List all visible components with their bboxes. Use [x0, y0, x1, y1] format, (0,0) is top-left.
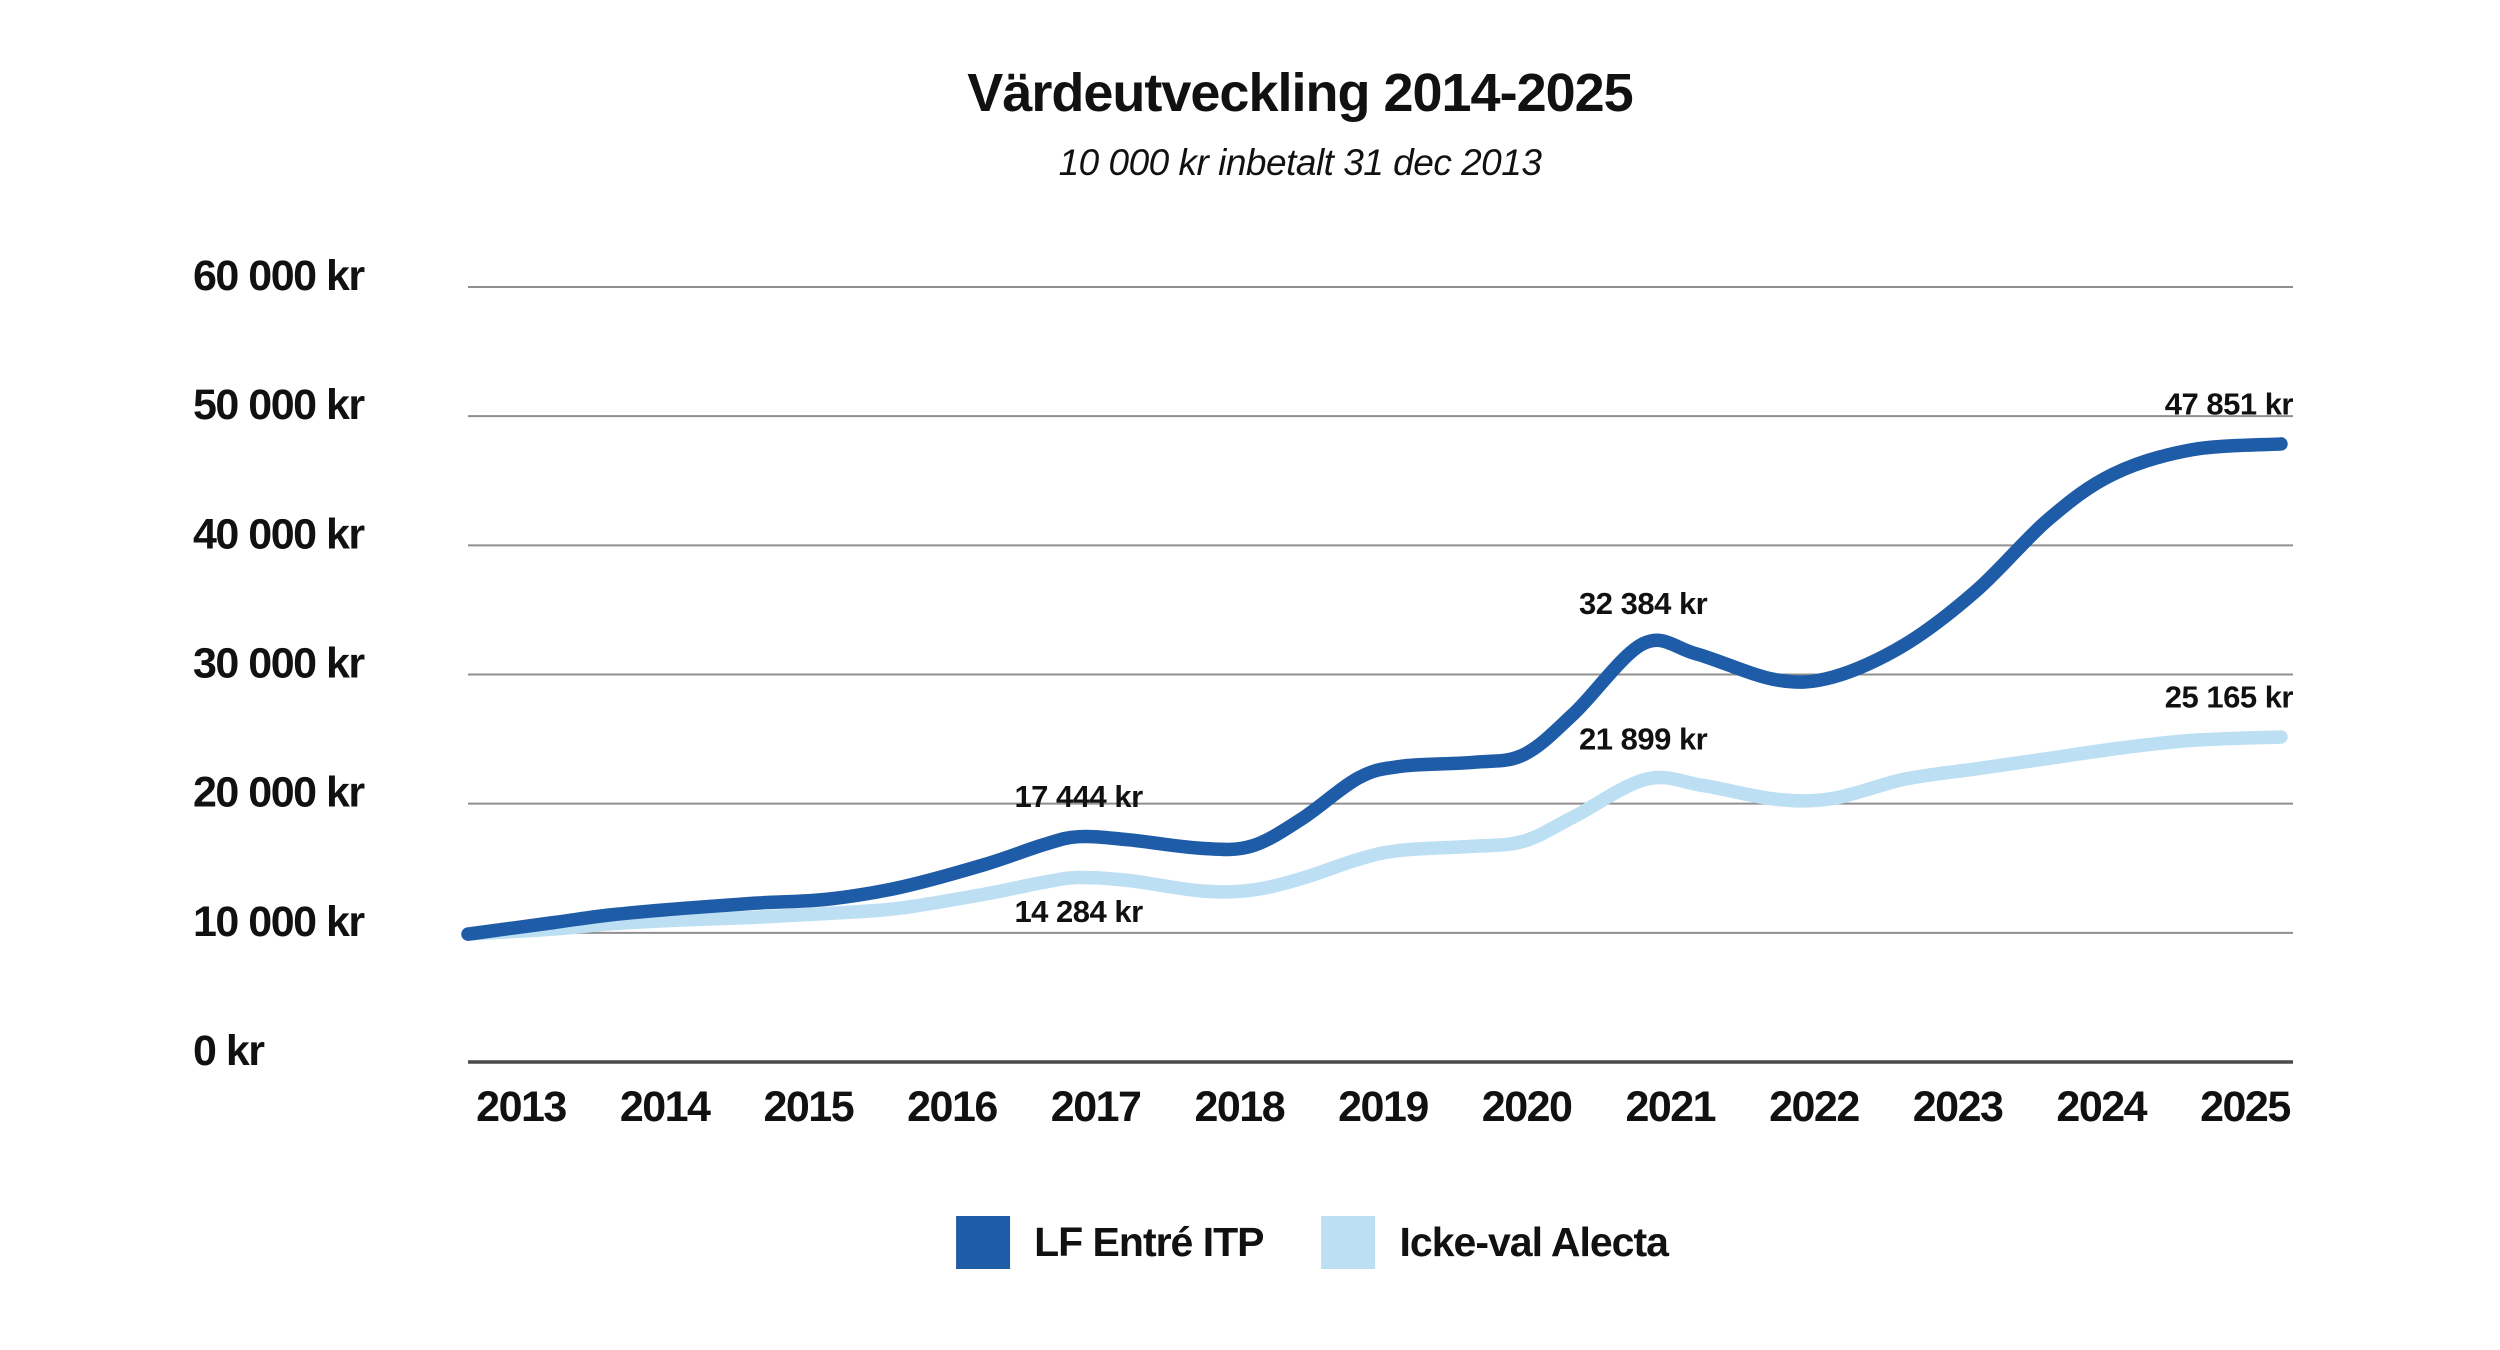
chart-subtitle: 10 000 kr inbetalt 31 dec 2013	[1058, 142, 1542, 183]
series-line-icke-val-alecta	[461, 730, 2288, 941]
y-tick-label: 10 000 kr	[193, 898, 365, 946]
x-tick-label: 2013	[476, 1083, 566, 1131]
series-line-lf-entre-itp	[461, 437, 2288, 941]
x-tick-label: 2018	[1194, 1083, 1284, 1131]
y-tick-label: 30 000 kr	[193, 640, 365, 688]
x-tick-label: 2023	[1913, 1083, 2003, 1131]
data-label: 21 899 kr	[1579, 722, 1708, 757]
x-tick-label: 2014	[620, 1083, 711, 1131]
x-tick-label: 2019	[1338, 1083, 1428, 1131]
data-label: 14 284 kr	[1014, 894, 1143, 929]
data-label: 32 384 kr	[1579, 586, 1708, 621]
legend-swatch-lf-entre-itp-icon	[956, 1216, 1011, 1269]
x-tick-label: 2016	[907, 1083, 997, 1131]
y-tick-label: 60 000 kr	[193, 252, 365, 300]
x-tick-label: 2022	[1769, 1083, 1859, 1131]
legend-item-lf-entre-itp: LF Entré ITP	[956, 1216, 1265, 1269]
y-tick-label: 40 000 kr	[193, 510, 365, 558]
data-label: 47 851 kr	[2165, 386, 2294, 421]
y-tick-label: 50 000 kr	[193, 381, 365, 429]
chart-title: Värdeutveckling 2014-2025	[967, 63, 1633, 123]
legend: LF Entré ITP Icke-val Alecta	[956, 1216, 1669, 1269]
x-tick-label: 2021	[1625, 1083, 1715, 1131]
data-label: 25 165 kr	[2165, 679, 2294, 714]
data-label: 17 444 kr	[1014, 779, 1143, 814]
legend-item-icke-val-alecta: Icke-val Alecta	[1321, 1216, 1669, 1269]
x-tick-label: 2024	[2056, 1083, 2147, 1131]
x-tick-label: 2017	[1051, 1083, 1141, 1131]
x-tick-label: 2025	[2200, 1083, 2290, 1131]
legend-swatch-icke-val-alecta-icon	[1321, 1216, 1376, 1269]
legend-label-lf-entre-itp: LF Entré ITP	[1034, 1219, 1264, 1265]
x-tick-label: 2015	[763, 1083, 853, 1131]
y-tick-label: 0 kr	[193, 1027, 265, 1075]
x-tick-label: 2020	[1482, 1083, 1572, 1131]
y-tick-label: 20 000 kr	[193, 769, 365, 817]
legend-label-icke-val-alecta: Icke-val Alecta	[1399, 1219, 1669, 1265]
